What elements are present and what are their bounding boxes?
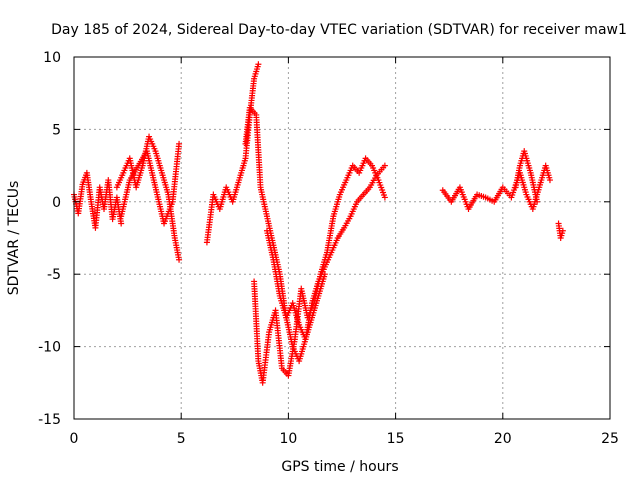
y-tick-label: 0 [52, 195, 61, 211]
data-points [71, 61, 566, 386]
x-tick-label: 10 [279, 431, 297, 447]
data-point [255, 61, 262, 68]
x-tick-label: 15 [387, 431, 405, 447]
data-point [559, 227, 566, 234]
x-axis-ticks: 0 5 10 15 20 25 [70, 57, 619, 447]
data-point [176, 140, 183, 147]
y-axis-label: SDTVAR / TECUs [6, 181, 22, 296]
x-tick-label: 5 [177, 431, 186, 447]
x-tick-label: 20 [494, 431, 512, 447]
chart-title: Day 185 of 2024, Sidereal Day-to-day VTE… [51, 22, 627, 38]
x-tick-label: 0 [70, 431, 79, 447]
y-tick-label: 10 [43, 50, 61, 66]
data-point [546, 177, 553, 184]
x-axis-label: GPS time / hours [281, 459, 398, 475]
y-tick-label: 5 [52, 122, 61, 138]
y-tick-label: -5 [47, 267, 61, 283]
plot-frame [73, 56, 611, 420]
data-point [534, 198, 541, 205]
data-point [381, 194, 388, 201]
grid-lines [74, 57, 610, 419]
y-tick-label: -10 [38, 340, 61, 356]
y-axis-ticks: -15 -10 -5 0 5 10 [38, 50, 610, 428]
data-point [176, 256, 183, 263]
x-tick-label: 25 [601, 431, 619, 447]
data-point [118, 220, 125, 227]
data-point [321, 271, 328, 278]
y-tick-label: -15 [38, 412, 61, 428]
data-point [381, 162, 388, 169]
